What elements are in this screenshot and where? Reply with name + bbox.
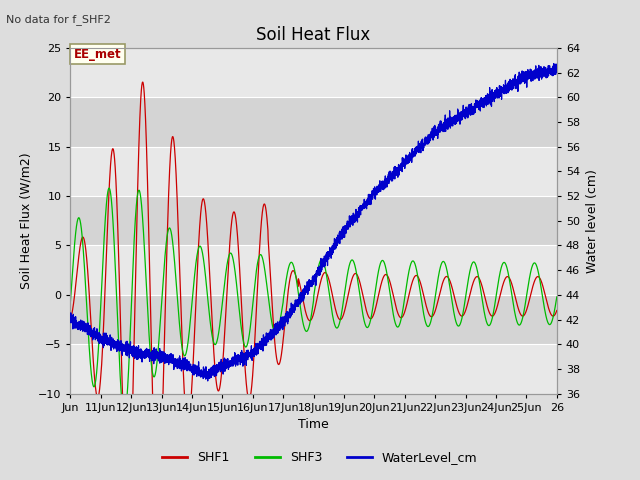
Legend: SHF1, SHF3, WaterLevel_cm: SHF1, SHF3, WaterLevel_cm [157,446,483,469]
Bar [70,48,557,97]
Bar [70,245,557,295]
Bar [70,295,557,344]
Bar [70,147,557,196]
X-axis label: Time: Time [298,418,329,431]
Text: No data for f_SHF2: No data for f_SHF2 [6,14,111,25]
Bar [70,196,557,245]
Text: EE_met: EE_met [74,48,121,61]
Y-axis label: Water level (cm): Water level (cm) [586,169,598,273]
Y-axis label: Soil Heat Flux (W/m2): Soil Heat Flux (W/m2) [19,153,33,289]
Bar [70,344,557,394]
Title: Soil Heat Flux: Soil Heat Flux [257,25,371,44]
Bar [70,97,557,147]
